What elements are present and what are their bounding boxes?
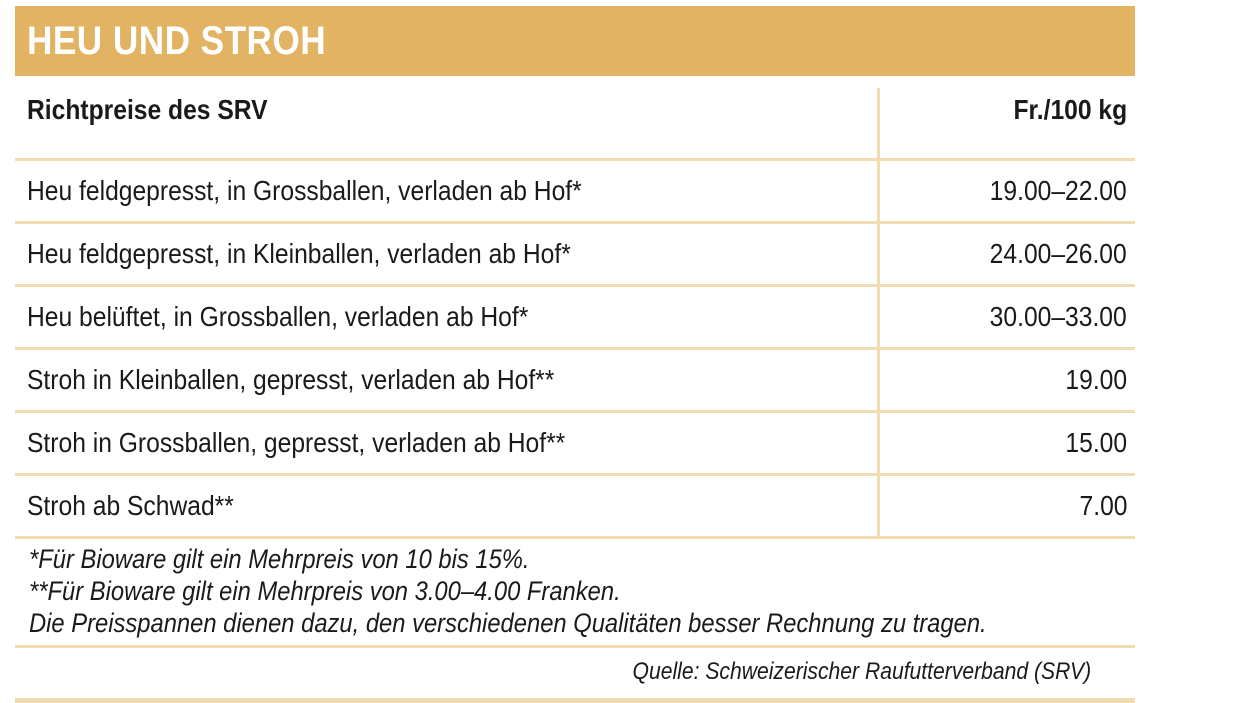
row-value: 24.00–26.00 — [878, 222, 1135, 287]
table-row: Heu feldgepresst, in Grossballen, verlad… — [15, 159, 1135, 224]
row-label: Heu belüftet, in Grossballen, verladen a… — [15, 285, 880, 350]
page-title: HEU UND STROH — [27, 18, 327, 63]
footnote-price-range: Die Preisspannen dienen dazu, den versch… — [29, 608, 987, 638]
footnotes: *Für Bioware gilt ein Mehrpreis von 10 b… — [15, 539, 1135, 648]
row-label: Stroh in Grossballen, gepresst, verladen… — [15, 411, 880, 476]
row-value: 7.00 — [878, 474, 1135, 539]
table-row: Stroh in Grossballen, gepresst, verladen… — [15, 411, 1135, 476]
table-row: Stroh in Kleinballen, gepresst, verladen… — [15, 348, 1135, 413]
footnote-bio-hay: *Für Bioware gilt ein Mehrpreis von 10 b… — [29, 544, 530, 574]
footnote-bio-straw: **Für Bioware gilt ein Mehrpreis von 3.0… — [29, 576, 621, 606]
price-table: Richtpreise des SRV Fr./100 kg Heu feldg… — [15, 88, 1135, 539]
row-value: 19.00 — [878, 348, 1135, 413]
row-value: 19.00–22.00 — [878, 159, 1135, 224]
source-text: Quelle: Schweizerischer Raufutterverband… — [632, 658, 1091, 685]
row-value: 15.00 — [878, 411, 1135, 476]
table-row: Heu belüftet, in Grossballen, verladen a… — [15, 285, 1135, 350]
column-header-label: Richtpreise des SRV — [15, 88, 880, 161]
source-line: Quelle: Schweizerischer Raufutterverband… — [15, 648, 1135, 703]
title-bar: HEU UND STROH — [15, 6, 1135, 76]
row-value: 30.00–33.00 — [878, 285, 1135, 350]
column-header-unit: Fr./100 kg — [878, 88, 1135, 161]
row-label: Stroh in Kleinballen, gepresst, verladen… — [15, 348, 880, 413]
table-row: Heu feldgepresst, in Kleinballen, verlad… — [15, 222, 1135, 287]
row-label: Heu feldgepresst, in Grossballen, verlad… — [15, 159, 880, 224]
table-row: Stroh ab Schwad** 7.00 — [15, 474, 1135, 539]
row-label: Stroh ab Schwad** — [15, 474, 880, 539]
table-header-row: Richtpreise des SRV Fr./100 kg — [15, 88, 1135, 161]
row-label: Heu feldgepresst, in Kleinballen, verlad… — [15, 222, 880, 287]
price-table-panel: HEU UND STROH Richtpreise des SRV Fr./10… — [15, 6, 1135, 703]
